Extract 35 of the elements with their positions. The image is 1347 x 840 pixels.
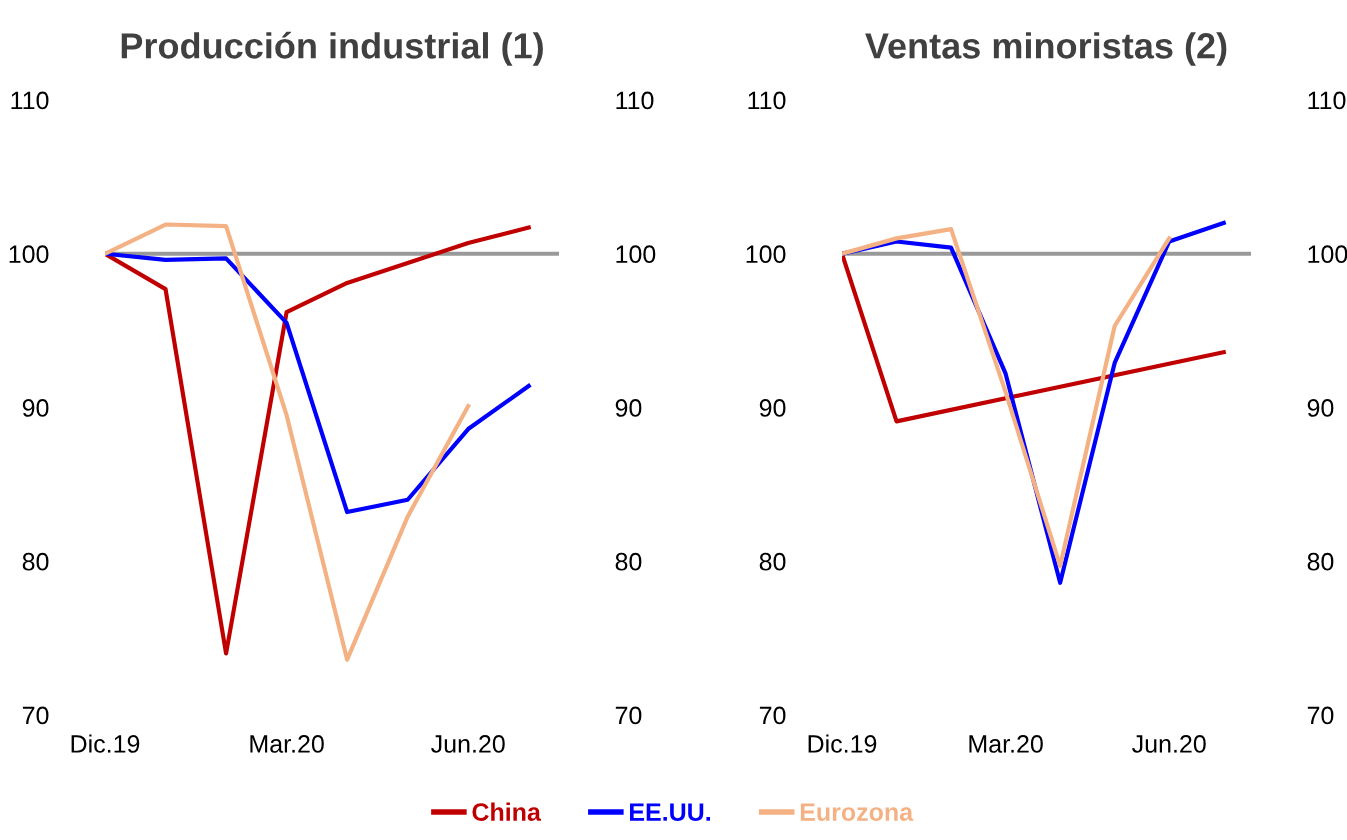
line-series xyxy=(105,222,471,662)
x-tick-label: Dic.19 xyxy=(808,734,877,753)
y2-tick-label: 80 xyxy=(1307,552,1334,571)
y-tick-label: 100 xyxy=(746,245,786,264)
y2-tick-label: 70 xyxy=(615,706,642,725)
y2-tick-label: 70 xyxy=(1307,706,1334,725)
y2-tick-label: 80 xyxy=(615,552,642,571)
line-series xyxy=(105,225,531,656)
x-tick-label: Dic.19 xyxy=(71,734,140,753)
x-tick-label: Mar.20 xyxy=(250,735,324,753)
y2-tick-label: 100 xyxy=(1308,245,1347,264)
y-tick-label: 80 xyxy=(22,552,49,571)
y-tick-label: 70 xyxy=(759,706,786,725)
line-series xyxy=(105,251,531,515)
y2-tick-label: 110 xyxy=(616,91,654,110)
x-tick-label: Jun.20 xyxy=(1132,735,1206,753)
y-tick-label: 90 xyxy=(759,399,786,417)
y-tick-label: 100 xyxy=(9,245,49,264)
chart-title: Producción industrial (1) xyxy=(121,31,543,66)
x-tick-label: Jun.20 xyxy=(431,735,505,753)
y2-tick-label: 90 xyxy=(615,399,642,417)
y-tick-label: 110 xyxy=(748,91,786,110)
legend-label: EE.UU. xyxy=(630,803,710,821)
y2-tick-label: 90 xyxy=(1307,399,1334,417)
line-series xyxy=(842,227,1172,568)
y2-tick-label: 110 xyxy=(1308,91,1346,110)
y-tick-label: 110 xyxy=(11,91,49,110)
y-tick-label: 80 xyxy=(759,552,786,571)
x-tick-label: Mar.20 xyxy=(969,735,1043,753)
y-tick-label: 70 xyxy=(22,706,49,725)
legend-label: China xyxy=(472,802,542,821)
y-tick-label: 90 xyxy=(22,399,49,417)
legend-label: Eurozona xyxy=(800,803,914,821)
chart-title: Ventas minoristas (2) xyxy=(865,32,1227,66)
y2-tick-label: 100 xyxy=(616,245,656,264)
